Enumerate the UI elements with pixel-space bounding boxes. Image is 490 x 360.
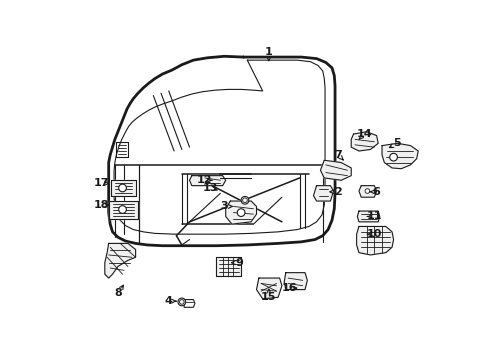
- Text: 2: 2: [334, 187, 342, 197]
- Polygon shape: [226, 201, 257, 224]
- Polygon shape: [105, 243, 136, 278]
- Text: 6: 6: [373, 187, 381, 197]
- Polygon shape: [382, 143, 418, 169]
- Polygon shape: [357, 211, 380, 222]
- Polygon shape: [111, 180, 136, 195]
- Text: 11: 11: [367, 211, 382, 221]
- Polygon shape: [359, 186, 377, 197]
- Text: 5: 5: [393, 138, 401, 148]
- Text: 8: 8: [114, 288, 122, 298]
- Text: 12: 12: [197, 175, 213, 185]
- Text: 10: 10: [367, 229, 382, 239]
- Text: 3: 3: [220, 202, 228, 211]
- Circle shape: [178, 298, 186, 306]
- Polygon shape: [190, 176, 226, 186]
- Circle shape: [119, 184, 126, 192]
- Polygon shape: [320, 160, 351, 180]
- Text: 13: 13: [203, 183, 218, 193]
- Text: 15: 15: [261, 292, 276, 302]
- Polygon shape: [257, 278, 282, 299]
- Polygon shape: [314, 186, 334, 201]
- Text: 17: 17: [93, 178, 109, 188]
- Circle shape: [119, 206, 126, 213]
- Text: 14: 14: [357, 129, 372, 139]
- Polygon shape: [284, 273, 307, 289]
- Polygon shape: [357, 226, 393, 255]
- Text: 7: 7: [334, 150, 342, 160]
- Circle shape: [241, 197, 249, 204]
- Circle shape: [390, 153, 397, 161]
- Polygon shape: [217, 257, 241, 276]
- Circle shape: [365, 189, 370, 193]
- Circle shape: [237, 209, 245, 216]
- Text: 9: 9: [236, 258, 244, 267]
- Text: 16: 16: [282, 283, 297, 293]
- Text: 1: 1: [265, 48, 273, 58]
- Polygon shape: [109, 201, 138, 219]
- Text: 4: 4: [165, 296, 172, 306]
- Polygon shape: [351, 132, 378, 151]
- Text: 18: 18: [93, 200, 109, 210]
